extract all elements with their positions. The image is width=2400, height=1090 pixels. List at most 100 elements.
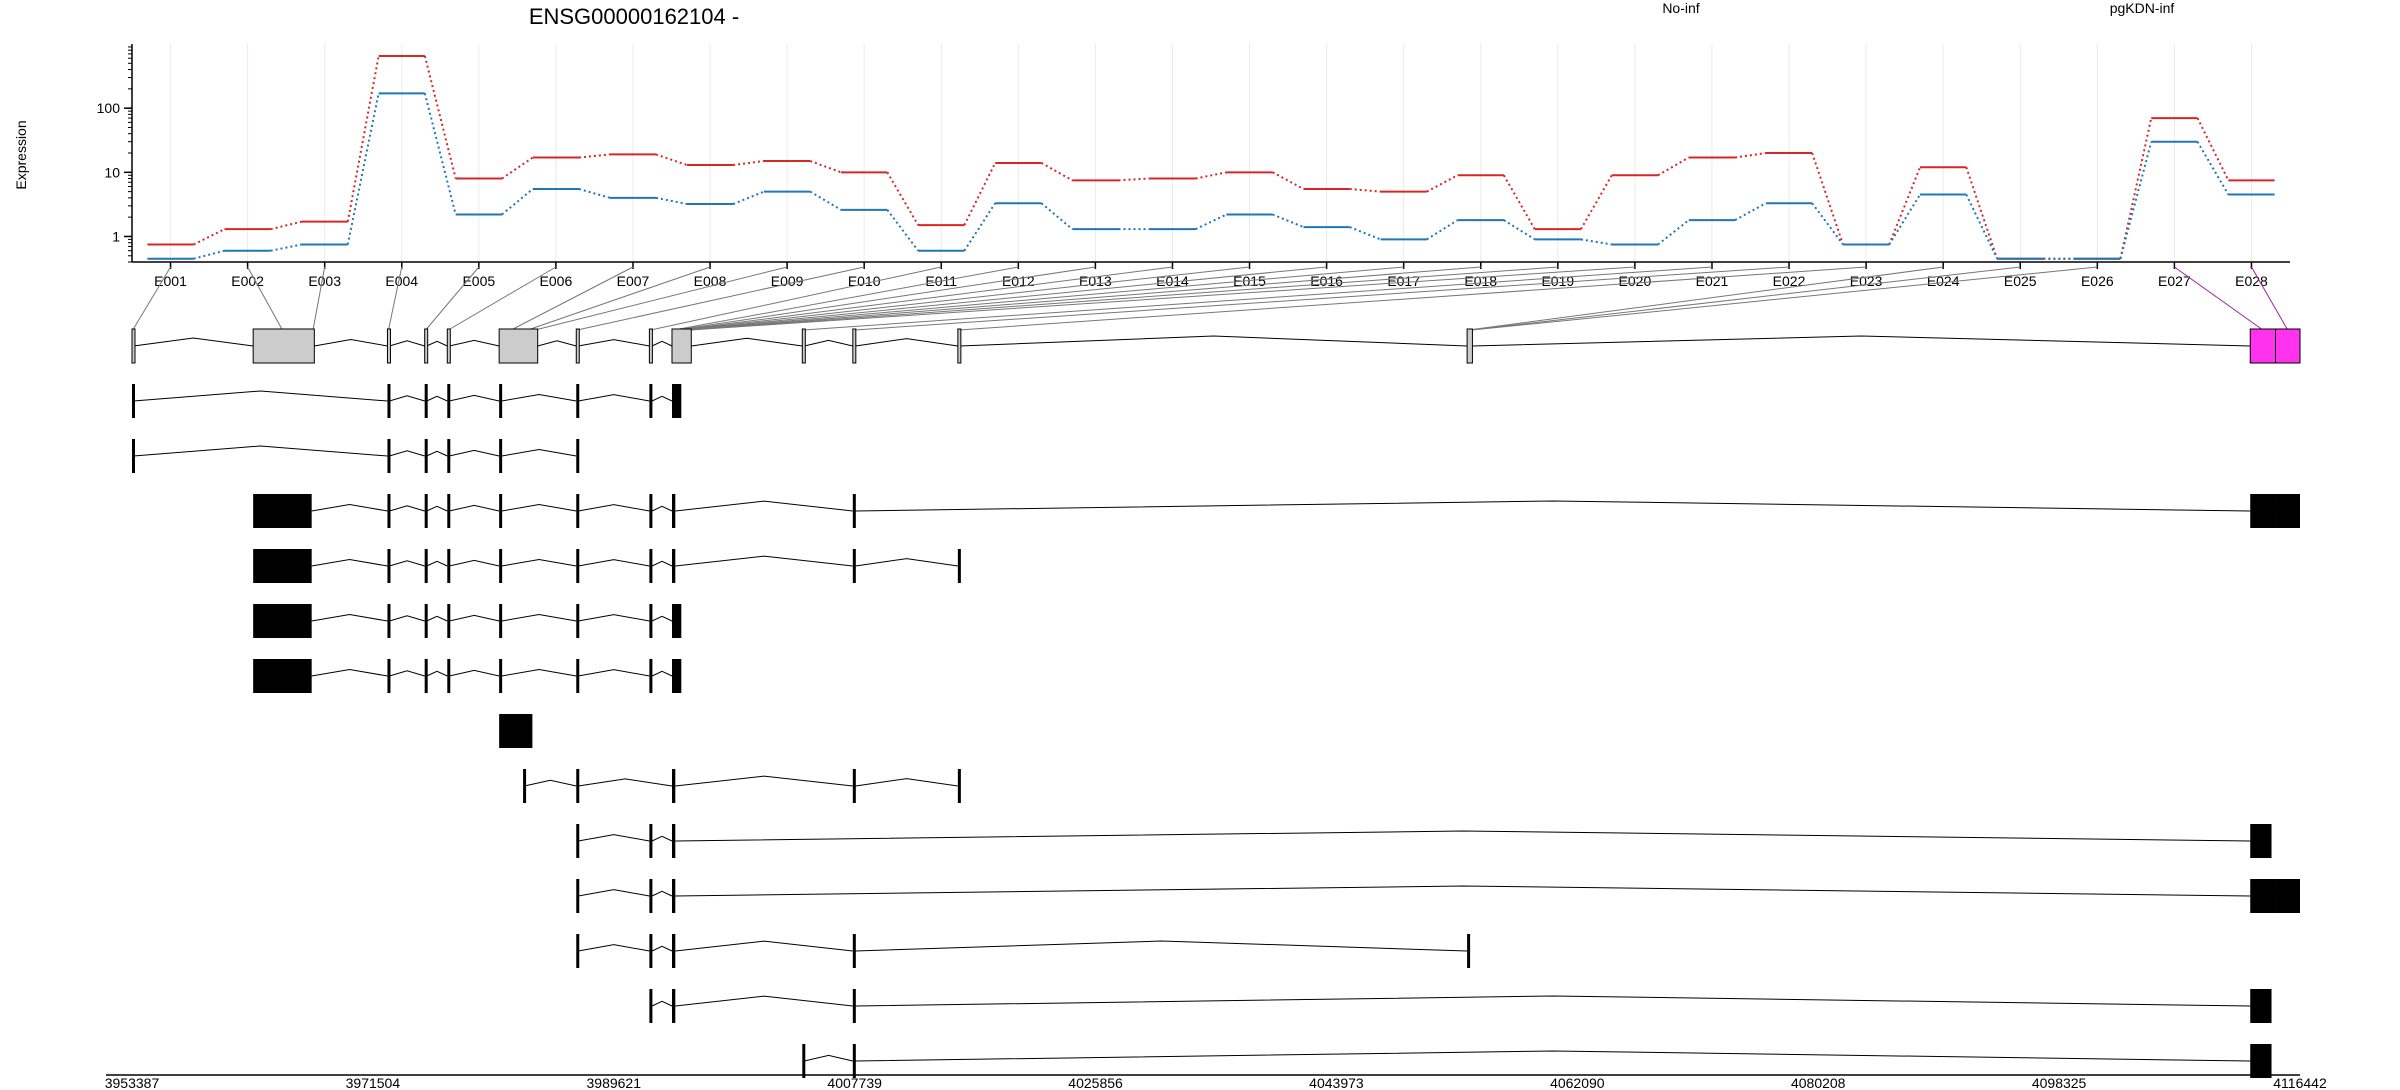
exon-block (649, 659, 653, 693)
intron-line (449, 394, 500, 402)
series-transition (1349, 226, 1381, 241)
intron-line (855, 940, 1468, 952)
series-transition (1040, 202, 1073, 230)
exon-block (671, 384, 682, 418)
intron-line (578, 944, 650, 952)
exon-connector (132, 266, 171, 331)
exon-block (2250, 1044, 2272, 1078)
intron-line (449, 669, 500, 677)
series-transition (1426, 174, 1459, 193)
exon-block (576, 439, 580, 473)
exon-tick-label: E002 (231, 273, 264, 289)
series-transition (1272, 213, 1304, 229)
genomic-tick-label: 4025856 (1068, 1075, 1123, 1090)
transcript-row (253, 494, 2300, 528)
intron-line (691, 337, 803, 347)
exon-block (852, 769, 856, 803)
series-transition (1195, 171, 1227, 180)
series-transition (1580, 238, 1612, 246)
exon-block (576, 494, 580, 528)
exon-block (2250, 824, 2272, 858)
series-transition (809, 160, 842, 174)
genomic-tick-label: 4098325 (2032, 1075, 2087, 1090)
exon-block (576, 384, 580, 418)
y-axis-label: Expression (13, 120, 29, 189)
exon-connector (527, 266, 711, 331)
exon-connector (682, 266, 1327, 331)
series-transition (501, 188, 534, 216)
intron-line (578, 669, 650, 677)
exon-block (649, 604, 653, 638)
exon-block (1467, 934, 1471, 968)
exon-connector (680, 266, 1250, 331)
series-transition (1195, 213, 1227, 231)
intron-line (501, 614, 577, 622)
intron-line (449, 449, 500, 457)
exon-block (499, 604, 503, 638)
exon-block (649, 879, 653, 913)
series-transition (2119, 117, 2153, 259)
series-transition (346, 55, 380, 222)
exon-connector (1470, 266, 2021, 331)
intron-line (651, 340, 673, 347)
intron-line (578, 778, 673, 787)
intron-line (449, 614, 500, 622)
series-transition (1888, 194, 1921, 246)
exon-block (649, 989, 653, 1023)
series-transition (1118, 177, 1150, 182)
series-transition (578, 188, 611, 199)
exon-tick-label: E025 (2004, 273, 2037, 289)
exon-connector (1468, 266, 1944, 331)
series-transition (1503, 219, 1536, 241)
exon-block (387, 439, 391, 473)
exon-tick-label: E009 (771, 273, 804, 289)
exon-block (424, 549, 428, 583)
intron-line (578, 394, 650, 402)
series-transition (963, 162, 997, 226)
intron-line (311, 503, 388, 512)
exon-block (802, 1044, 806, 1078)
exon-tick-label: E007 (617, 273, 650, 289)
exon-block (447, 439, 451, 473)
exon-block (671, 879, 676, 913)
exon-block (252, 328, 315, 364)
intron-line (651, 560, 673, 567)
exon-tick-label: E022 (1773, 273, 1806, 289)
intron-line (389, 670, 425, 677)
series-transition (193, 228, 225, 246)
exon-tick-label: E008 (694, 273, 727, 289)
transcript-row (253, 549, 961, 583)
exon-connector (312, 266, 326, 331)
intron-line (426, 505, 448, 512)
exon-block (499, 714, 533, 748)
exon-connector (510, 266, 634, 331)
intron-line (651, 505, 673, 512)
exon-block (671, 549, 676, 583)
intron-line (651, 890, 673, 897)
series-transition (886, 209, 919, 252)
exon-block (671, 659, 682, 693)
series-transition (1657, 219, 1690, 246)
exon-block (648, 328, 653, 364)
genomic-tick-label: 3971504 (346, 1075, 401, 1090)
intron-line (578, 504, 650, 512)
exon-connector (2174, 266, 2264, 331)
exon-tick-label: E019 (1541, 273, 1574, 289)
series-transition (1734, 202, 1767, 221)
exon-block (2275, 328, 2301, 364)
intron-line (651, 615, 673, 622)
intron-line (426, 670, 448, 677)
series-transition (1272, 171, 1304, 190)
exon-block (131, 328, 136, 364)
exon-block (649, 824, 653, 858)
intron-line (311, 613, 388, 622)
series-transition (809, 190, 842, 211)
transcript-row (131, 328, 2301, 364)
genomic-tick-label: 4116442 (2273, 1075, 2327, 1090)
exon-block (253, 494, 312, 528)
intron-line (804, 339, 853, 347)
transcript-row (132, 439, 580, 473)
intron-line (651, 395, 673, 402)
legend-entry-no-inf: No-inf (1662, 0, 1699, 16)
